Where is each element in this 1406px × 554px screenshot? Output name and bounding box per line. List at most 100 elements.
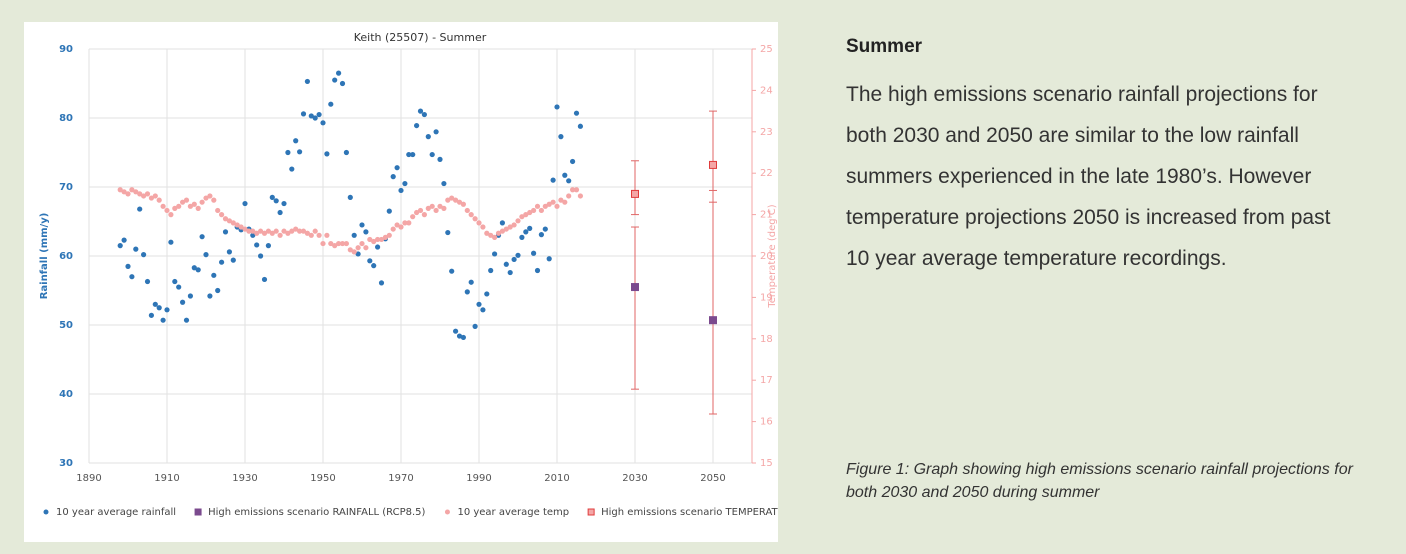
- point: [484, 230, 490, 236]
- point: [273, 228, 279, 234]
- y2-tick-label: 21: [760, 210, 773, 221]
- point: [180, 299, 186, 305]
- point: [277, 232, 283, 238]
- point: [242, 200, 248, 207]
- y2-tick-label: 24: [760, 85, 773, 96]
- error-bar: [709, 110, 717, 203]
- point: [398, 224, 404, 230]
- point: [573, 110, 580, 116]
- x-tick-label: 1970: [388, 473, 413, 484]
- point: [347, 194, 353, 200]
- point: [226, 249, 232, 255]
- point: [417, 108, 424, 114]
- point: [437, 203, 443, 209]
- point: [406, 220, 412, 226]
- point: [133, 246, 139, 252]
- point: [507, 269, 513, 276]
- point: [554, 104, 560, 110]
- y2-tick-label: 18: [760, 334, 773, 345]
- point: [176, 284, 182, 290]
- point: [402, 180, 408, 187]
- point: [258, 253, 264, 259]
- point: [709, 316, 717, 325]
- point: [160, 203, 166, 209]
- point: [187, 203, 193, 209]
- point: [531, 207, 537, 214]
- point: [203, 252, 209, 258]
- point: [215, 287, 221, 294]
- point: [538, 232, 545, 238]
- point: [312, 115, 318, 121]
- point: [328, 101, 334, 107]
- point: [382, 234, 388, 240]
- point: [336, 240, 342, 247]
- point: [453, 328, 459, 334]
- point: [566, 193, 572, 199]
- x-tick-label: 2030: [622, 473, 647, 484]
- y2-tick-label: 15: [760, 458, 773, 469]
- point: [226, 218, 232, 224]
- point: [456, 199, 463, 205]
- point: [195, 267, 201, 273]
- point: [191, 265, 197, 271]
- point: [476, 220, 482, 226]
- point: [343, 240, 349, 247]
- point: [172, 278, 178, 285]
- point: [332, 243, 338, 249]
- point: [117, 187, 123, 193]
- point: [542, 226, 548, 232]
- point: [332, 77, 338, 83]
- point: [297, 228, 303, 234]
- point: [219, 212, 225, 218]
- point: [129, 274, 135, 280]
- point: [121, 237, 127, 243]
- point: [433, 207, 439, 214]
- point: [293, 226, 299, 232]
- legend-swatch: [587, 508, 595, 516]
- point: [148, 195, 154, 201]
- point: [125, 191, 131, 197]
- point: [367, 258, 373, 264]
- point: [425, 205, 431, 211]
- x-tick-label: 2010: [544, 473, 569, 484]
- point: [492, 251, 498, 257]
- point: [550, 199, 556, 205]
- point: [347, 247, 353, 253]
- point: [394, 222, 400, 228]
- point: [406, 151, 412, 158]
- point: [230, 257, 236, 263]
- point: [183, 317, 190, 323]
- point: [191, 201, 197, 207]
- point: [488, 232, 494, 238]
- point: [230, 220, 236, 226]
- point: [277, 209, 283, 216]
- point: [449, 268, 455, 274]
- point: [187, 293, 193, 299]
- point: [289, 228, 295, 234]
- point: [499, 228, 505, 234]
- point: [316, 111, 322, 118]
- point: [534, 203, 541, 209]
- point: [211, 197, 217, 203]
- point: [312, 228, 318, 234]
- point: [137, 206, 143, 212]
- point: [433, 129, 439, 135]
- point: [336, 70, 342, 76]
- point: [215, 207, 221, 214]
- point: [273, 198, 279, 204]
- point: [417, 207, 424, 214]
- point: [355, 245, 361, 251]
- point: [495, 230, 502, 236]
- point: [265, 243, 271, 249]
- point: [562, 172, 568, 178]
- point: [172, 205, 178, 211]
- point: [538, 207, 545, 214]
- point: [148, 312, 154, 318]
- point: [445, 229, 451, 236]
- point: [488, 267, 494, 274]
- error-bar: [631, 226, 639, 390]
- heading: Summer: [846, 36, 923, 57]
- y-tick-label: 40: [59, 389, 73, 400]
- point: [464, 289, 470, 295]
- legend-label: High emissions scenario TEMPERATURE (RCP…: [601, 507, 778, 518]
